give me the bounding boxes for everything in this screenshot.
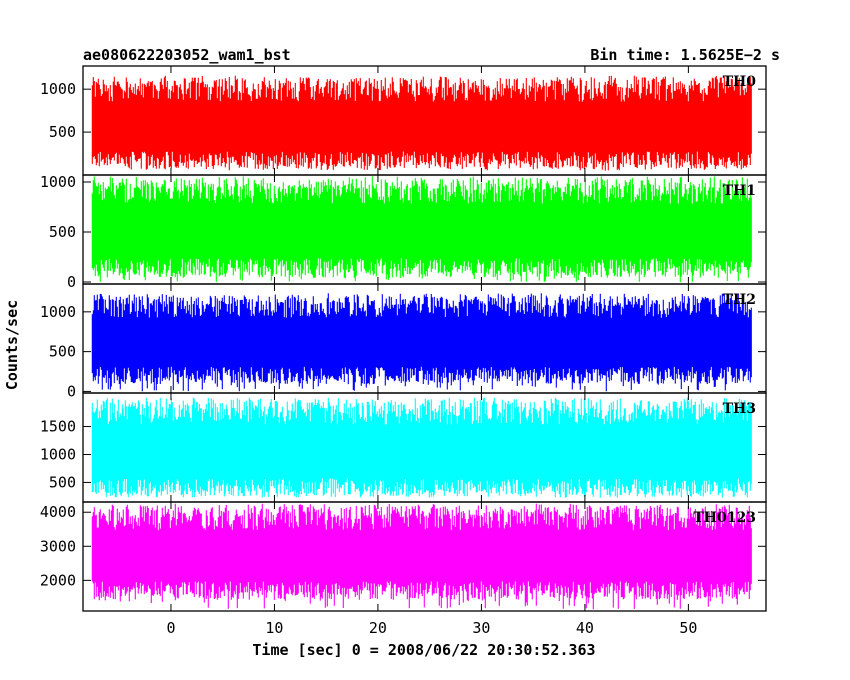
panel-label: TH3 bbox=[723, 401, 756, 417]
y-tick-label: 500 bbox=[49, 343, 76, 361]
panel-label: TH1 bbox=[723, 183, 756, 199]
panel-label: TH2 bbox=[723, 292, 756, 308]
x-tick-label: 40 bbox=[576, 619, 594, 637]
y-tick-label: 500 bbox=[49, 473, 76, 491]
panel-frame-th0123 bbox=[82, 501, 767, 612]
series-th3 bbox=[91, 397, 752, 498]
series-th1 bbox=[91, 176, 752, 282]
x-tick-label: 30 bbox=[472, 619, 490, 637]
bin-time-label: Bin time: 1.5625E−2 s bbox=[590, 46, 780, 64]
y-tick-label: 1000 bbox=[40, 445, 76, 463]
x-tick-label: 0 bbox=[166, 619, 175, 637]
y-tick-label: 1000 bbox=[40, 80, 76, 98]
chart-title: ae080622203052_wam1_bst bbox=[83, 46, 291, 64]
x-tick-label: 10 bbox=[265, 619, 283, 637]
y-tick-label: 0 bbox=[67, 382, 76, 400]
y-axis-label: Counts/sec bbox=[3, 300, 21, 390]
series-th2 bbox=[91, 293, 752, 392]
y-tick-label: 1000 bbox=[40, 173, 76, 191]
y-tick-label: 500 bbox=[49, 223, 76, 241]
panel-label: TH0123 bbox=[693, 510, 756, 526]
x-tick-label: 50 bbox=[679, 619, 697, 637]
series-th0 bbox=[91, 75, 752, 171]
series-th0123 bbox=[91, 503, 752, 610]
y-tick-label: 500 bbox=[49, 123, 76, 141]
y-tick-label: 2000 bbox=[40, 571, 76, 589]
y-tick-label: 4000 bbox=[40, 503, 76, 521]
y-tick-label: 1500 bbox=[40, 418, 76, 436]
y-tick-label: 3000 bbox=[40, 537, 76, 555]
y-tick-label: 0 bbox=[67, 273, 76, 291]
x-tick-label: 20 bbox=[369, 619, 387, 637]
x-axis-label: Time [sec] 0 = 2008/06/22 20:30:52.363 bbox=[252, 641, 595, 659]
y-tick-label: 1000 bbox=[40, 303, 76, 321]
panel-label: TH0 bbox=[723, 74, 757, 90]
